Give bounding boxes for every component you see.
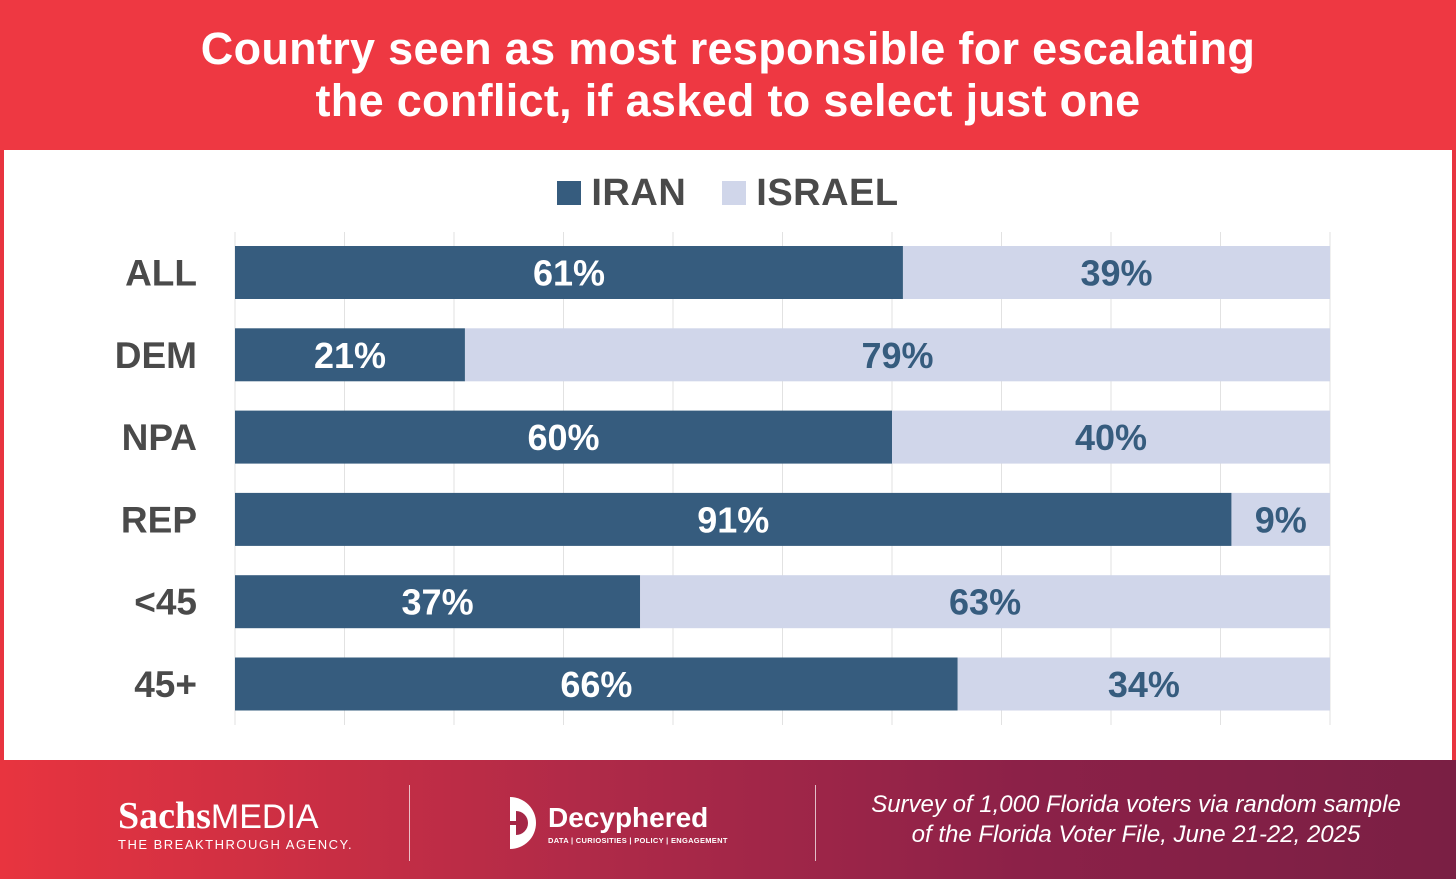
category-label: 45+ <box>134 664 197 705</box>
bar-iran <box>235 492 1232 546</box>
bar-label-israel: 40% <box>1075 417 1147 458</box>
chart-title: Country seen as most responsible for esc… <box>98 23 1358 127</box>
bar-label-israel: 34% <box>1108 664 1180 705</box>
sachs-media-logo: SachsMEDIA THE BREAKTHROUGH AGENCY. <box>118 796 353 852</box>
bar-label-iran: 37% <box>402 582 474 623</box>
sachs-media-wordmark: SachsMEDIA <box>118 796 353 837</box>
bar-iran <box>235 657 958 711</box>
decyphered-logo-icon <box>510 797 536 849</box>
decyphered-tagline: DATA | CURIOSITIES | POLICY | ENGAGEMENT <box>548 835 728 845</box>
category-label: REP <box>121 499 197 540</box>
bar-label-iran: 66% <box>560 664 632 705</box>
bar-chart: 61% 39% ALL 21% 79% DEM 60% 40% NPA 91% 9% REP 37% 63… <box>115 232 1331 725</box>
bar-israel <box>640 575 1330 629</box>
legend-item-iran: IRAN <box>557 172 686 215</box>
bar-israel <box>892 410 1330 464</box>
bar-label-iran: 61% <box>533 253 605 294</box>
source-note-line2: of the Florida Voter File, June 21-22, 2… <box>911 821 1361 848</box>
chart-title-line1: Country seen as most responsible for esc… <box>200 23 1256 74</box>
bar-label-israel: 9% <box>1255 499 1307 540</box>
bar-israel <box>957 657 1330 711</box>
bar-label-iran: 91% <box>697 499 769 540</box>
source-note: Survey of 1,000 Florida voters via rando… <box>836 790 1436 850</box>
footer-divider-1 <box>409 785 410 861</box>
legend-swatch-israel <box>722 181 747 205</box>
category-label: ALL <box>125 253 197 294</box>
brand1-thin: MEDIA <box>210 798 319 836</box>
legend-label-israel: ISRAEL <box>756 171 899 214</box>
chart-legend: IRAN ISRAEL <box>0 170 1456 216</box>
brand1-bold: Sachs <box>118 795 211 837</box>
bar-label-iran: 21% <box>314 335 386 376</box>
bar-iran <box>235 410 892 464</box>
category-label: <45 <box>134 582 197 623</box>
bar-iran <box>235 246 903 299</box>
footer-band <box>0 760 1456 879</box>
bar-iran <box>235 328 465 382</box>
bar-label-israel: 39% <box>1080 253 1152 294</box>
bar-label-israel: 79% <box>861 335 933 376</box>
decyphered-wordmark: Decyphered <box>548 801 709 833</box>
decyphered-logo: Decyphered DATA | CURIOSITIES | POLICY |… <box>506 793 728 853</box>
legend-item-israel: ISRAEL <box>722 172 898 215</box>
legend-swatch-iran <box>557 181 582 205</box>
bar-israel <box>464 328 1330 382</box>
bar-israel <box>902 246 1330 299</box>
bar-label-israel: 63% <box>949 582 1021 623</box>
legend-label-iran: IRAN <box>591 171 687 214</box>
bar-iran <box>235 575 641 629</box>
category-label: NPA <box>122 417 197 458</box>
bar-label-iran: 60% <box>527 417 599 458</box>
chart-title-line2: the conflict, if asked to select just on… <box>315 75 1141 126</box>
header-banner: Country seen as most responsible for esc… <box>0 0 1456 150</box>
sachs-media-tagline: THE BREAKTHROUGH AGENCY. <box>118 837 354 852</box>
source-note-line1: Survey of 1,000 Florida voters via rando… <box>871 791 1401 818</box>
category-label: DEM <box>115 335 197 376</box>
footer-divider-2 <box>815 785 816 861</box>
bar-israel <box>1231 492 1330 546</box>
